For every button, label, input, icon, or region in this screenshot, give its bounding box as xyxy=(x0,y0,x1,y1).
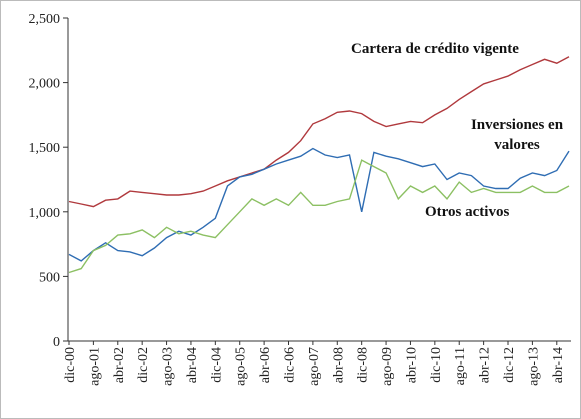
x-tick-label: dic-10 xyxy=(429,347,444,383)
line xyxy=(68,147,570,262)
y-tick-label: 0 xyxy=(53,335,60,350)
y-tick-label: 1,500 xyxy=(29,141,61,156)
y-tick-label: 1,000 xyxy=(29,206,61,221)
x-tick-label: dic-02 xyxy=(136,347,151,383)
series-label: Cartera de crédito vigente xyxy=(351,41,519,57)
x-tick-label: ago-05 xyxy=(234,347,249,386)
x-tick-label: abr-10 xyxy=(404,347,419,383)
x-tick-label: abr-08 xyxy=(331,347,346,383)
x-tick-label: dic-04 xyxy=(209,347,224,383)
line xyxy=(68,159,570,274)
x-tick-label: dic-12 xyxy=(502,347,517,383)
x-tick-label: ago-01 xyxy=(87,347,102,386)
x-tick-label: abr-12 xyxy=(478,347,493,383)
x-tick-label: dic-00 xyxy=(63,347,78,383)
series-label: Otros activos xyxy=(425,204,510,220)
x-tick-label: dic-08 xyxy=(356,347,371,383)
x-tick-label: ago-11 xyxy=(453,347,468,385)
x-tick-label: abr-02 xyxy=(112,347,127,383)
x-tick-label: abr-04 xyxy=(185,347,200,383)
x-tick-label: ago-09 xyxy=(380,347,395,386)
line xyxy=(68,56,570,208)
x-tick-label: ago-13 xyxy=(526,347,541,386)
x-tick-label: ago-07 xyxy=(307,347,322,386)
x-tick-label: ago-03 xyxy=(161,347,176,386)
x-tick-label: abr-14 xyxy=(551,347,566,383)
x-tick-label: abr-06 xyxy=(258,347,273,383)
series-label: Inversiones en valores xyxy=(470,117,564,153)
y-tick-label: 2,000 xyxy=(29,77,61,92)
y-tick-label: 500 xyxy=(39,270,60,285)
x-tick-label: dic-06 xyxy=(283,347,298,383)
y-tick-label: 2,500 xyxy=(29,12,61,27)
